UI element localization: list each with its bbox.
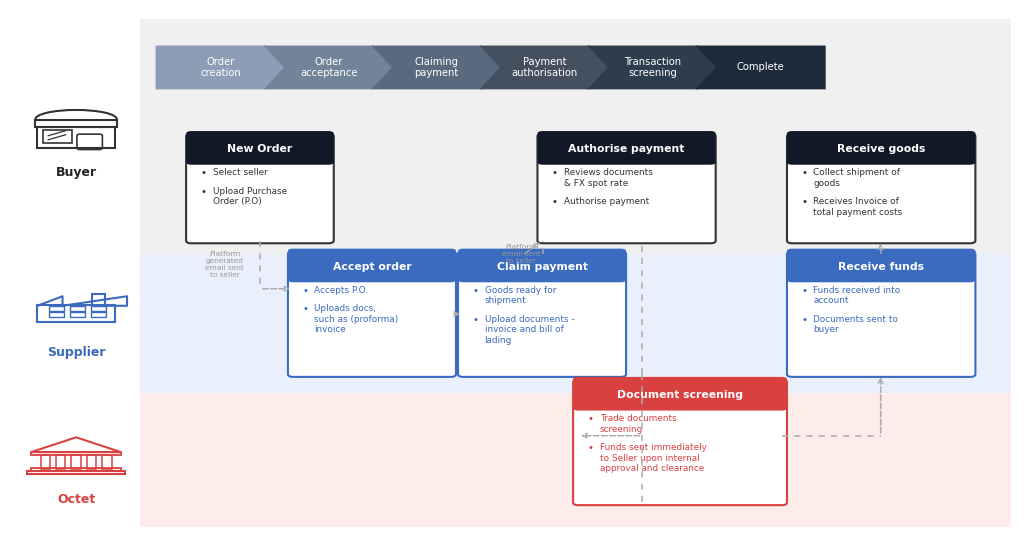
FancyBboxPatch shape [787,251,976,377]
Polygon shape [695,45,825,89]
Text: Trade documents
screening: Trade documents screening [600,414,676,434]
Text: •: • [552,197,558,207]
Text: Uploads docs,
such as (proforma)
invoice: Uploads docs, such as (proforma) invoice [314,304,398,334]
FancyBboxPatch shape [463,267,621,280]
Text: Select seller: Select seller [213,168,267,178]
Text: Accept order: Accept order [333,262,412,272]
FancyBboxPatch shape [538,131,716,165]
Text: •: • [588,443,593,453]
Text: Claim payment: Claim payment [497,262,588,272]
Text: Receive funds: Receive funds [839,262,925,272]
FancyBboxPatch shape [573,377,787,410]
Text: Authorise payment: Authorise payment [564,197,649,206]
FancyBboxPatch shape [288,251,456,377]
FancyBboxPatch shape [458,251,626,377]
Text: Authorise payment: Authorise payment [568,144,685,154]
Text: Receive goods: Receive goods [837,144,926,154]
FancyBboxPatch shape [288,248,456,282]
Text: Buyer: Buyer [55,166,96,179]
Text: Claiming
payment: Claiming payment [415,57,459,78]
Polygon shape [588,45,718,89]
Text: Document screening: Document screening [617,390,743,400]
Text: •: • [801,286,807,296]
Text: Payment
authorisation: Payment authorisation [511,57,578,78]
FancyBboxPatch shape [186,134,334,244]
FancyBboxPatch shape [793,267,971,280]
FancyBboxPatch shape [543,149,711,162]
FancyBboxPatch shape [140,19,1011,254]
Text: •: • [801,168,807,178]
Text: •: • [302,286,308,296]
Text: •: • [302,304,308,314]
Text: Collect shipment of
goods: Collect shipment of goods [813,168,900,188]
Text: •: • [201,168,207,178]
Text: •: • [472,286,478,296]
Text: •: • [552,168,558,178]
FancyBboxPatch shape [191,149,329,162]
FancyBboxPatch shape [787,248,976,282]
Text: Funds sent immediately
to Seller upon internal
approval and clearance: Funds sent immediately to Seller upon in… [600,443,707,473]
Polygon shape [479,45,609,89]
Polygon shape [372,45,502,89]
FancyBboxPatch shape [140,254,1011,393]
Polygon shape [263,45,394,89]
FancyBboxPatch shape [293,267,451,280]
Text: Documents sent to
buyer: Documents sent to buyer [813,315,898,334]
FancyBboxPatch shape [793,149,971,162]
FancyBboxPatch shape [186,131,334,165]
FancyBboxPatch shape [140,393,1011,526]
Text: •: • [588,414,593,424]
Text: •: • [201,187,207,197]
Text: Reviews documents
& FX spot rate: Reviews documents & FX spot rate [564,168,653,188]
Text: Octet: Octet [57,493,95,506]
Text: Complete: Complete [736,63,784,72]
Text: Goods ready for
shipment: Goods ready for shipment [484,286,556,306]
Text: •: • [801,315,807,325]
Text: Upload Purchase
Order (P.O): Upload Purchase Order (P.O) [213,187,287,206]
Text: Funds received into
account: Funds received into account [813,286,901,306]
Text: Transaction
screening: Transaction screening [624,57,681,78]
Text: New Order: New Order [227,144,293,154]
Text: Order
acceptance: Order acceptance [300,57,357,78]
Text: Receives Invoice of
total payment costs: Receives Invoice of total payment costs [813,197,903,217]
FancyBboxPatch shape [573,380,787,505]
FancyBboxPatch shape [458,248,626,282]
FancyBboxPatch shape [787,131,976,165]
Text: Platform
generated
email sent
to seller: Platform generated email sent to seller [206,251,244,278]
Text: Accepts P.O.: Accepts P.O. [314,286,369,295]
FancyBboxPatch shape [579,395,782,408]
FancyBboxPatch shape [787,134,976,244]
Text: Supplier: Supplier [47,346,105,359]
Text: Order
creation: Order creation [201,57,241,78]
FancyBboxPatch shape [538,134,716,244]
Text: •: • [472,315,478,325]
Text: •: • [801,197,807,207]
Polygon shape [156,45,286,89]
Text: Upload documents -
invoice and bill of
lading: Upload documents - invoice and bill of l… [484,315,574,345]
Text: Platform
email sent
to seller: Platform email sent to seller [502,244,541,265]
